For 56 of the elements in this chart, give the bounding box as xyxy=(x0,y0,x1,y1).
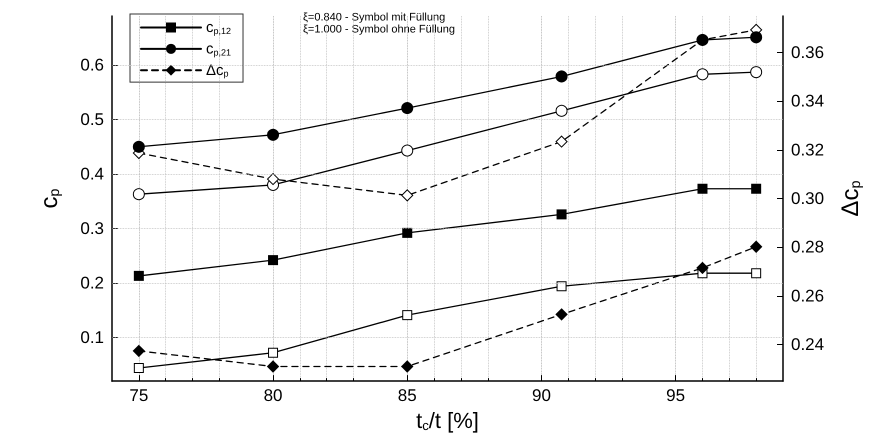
point xyxy=(132,188,145,200)
point xyxy=(751,268,762,278)
y2-tick-label: 0.32 xyxy=(791,140,824,160)
legend-label: cp,21 xyxy=(206,40,232,58)
point xyxy=(267,173,280,186)
y-tick-label: 0.6 xyxy=(80,56,104,75)
y2-tick-label: 0.30 xyxy=(791,189,824,208)
x-tick-label: 85 xyxy=(398,386,417,406)
y-tick-label: 0.3 xyxy=(80,219,104,238)
point xyxy=(556,308,568,320)
x-axis-title: tc/t [%] xyxy=(416,408,479,434)
point xyxy=(401,102,414,114)
point xyxy=(556,70,568,82)
y-tick-label: 0.5 xyxy=(80,110,104,130)
x-tick-label: 90 xyxy=(532,386,551,406)
point xyxy=(132,140,145,153)
point xyxy=(751,184,762,194)
point xyxy=(697,184,708,194)
y2-axis-title: Δcp xyxy=(836,180,864,217)
point xyxy=(267,360,280,372)
y-axis-title: cp xyxy=(36,188,64,209)
y-tick-label: 0.1 xyxy=(80,328,104,348)
y2-tick-label: 0.26 xyxy=(791,286,824,306)
x-tick-label: 80 xyxy=(264,386,282,406)
point xyxy=(750,66,762,78)
point xyxy=(132,344,145,357)
point xyxy=(401,144,414,157)
y2-tick-label: 0.28 xyxy=(791,238,824,257)
point xyxy=(556,104,568,117)
point xyxy=(401,189,414,202)
x-tick-label: 75 xyxy=(129,386,148,406)
y2-tick-label: 0.36 xyxy=(791,43,824,62)
point xyxy=(696,262,708,274)
y2-tick-label: 0.34 xyxy=(791,92,824,111)
point xyxy=(556,136,568,148)
point xyxy=(750,240,762,253)
point xyxy=(268,255,278,266)
legend-label: Δcp xyxy=(206,62,229,79)
point xyxy=(556,209,567,220)
annotation: ξ=1.000 - Symbol ohne Füllung xyxy=(303,24,455,36)
point xyxy=(401,360,414,372)
y-tick-label: 0.2 xyxy=(80,274,104,293)
point xyxy=(402,310,412,320)
point xyxy=(402,228,412,238)
x-tick-label: 95 xyxy=(666,386,686,406)
y-tick-label: 0.4 xyxy=(80,164,104,184)
point xyxy=(750,31,762,44)
point xyxy=(134,270,144,281)
point xyxy=(556,281,567,292)
point xyxy=(696,68,708,80)
point xyxy=(268,348,278,358)
legend-label: cp,12 xyxy=(206,19,232,36)
annotation: ξ=0.840 - Symbol mit Füllung xyxy=(303,12,446,24)
y2-tick-label: 0.24 xyxy=(791,335,824,354)
point xyxy=(134,363,144,374)
point xyxy=(267,128,280,141)
